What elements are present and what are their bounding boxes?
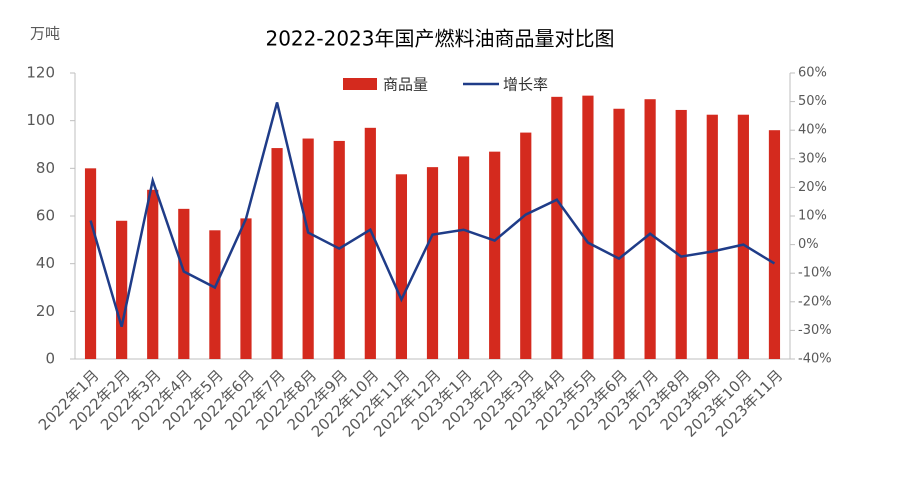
chart-title: 2022-2023年国产燃料油商品量对比图 [265, 27, 614, 51]
bar [209, 230, 221, 359]
y-tick-label: 100 [26, 111, 55, 129]
y2-tick-label: -20% [798, 294, 832, 309]
bar [582, 95, 594, 360]
y-axis-label: 万吨 [30, 25, 60, 43]
bar [768, 130, 781, 359]
y-tick-label: 80 [36, 159, 55, 177]
bar [395, 174, 408, 359]
y2-tick-label: 20% [798, 180, 827, 195]
bar [551, 96, 563, 359]
y2-tick-label: 50% [798, 94, 827, 109]
bar [613, 108, 625, 359]
bar [84, 168, 97, 359]
bar [457, 156, 470, 359]
bar [147, 189, 159, 359]
y2-tick-label: -40% [798, 352, 832, 367]
y-tick-label: 120 [26, 64, 55, 82]
bar [116, 220, 128, 359]
line [89, 102, 776, 328]
y2-tick-label: 40% [798, 123, 827, 138]
y-tick-label: 0 [45, 350, 55, 368]
bar [706, 114, 718, 359]
bar [426, 167, 439, 359]
bar [489, 151, 501, 359]
bar [240, 218, 252, 359]
legend-swatch [343, 78, 377, 90]
bar [364, 127, 376, 359]
bar [675, 109, 687, 359]
y2-tick-label: -10% [798, 266, 832, 281]
legend-label: 商品量 [383, 76, 428, 94]
bar [302, 138, 314, 359]
legend-label: 增长率 [503, 76, 548, 94]
y2-tick-label: 30% [798, 151, 827, 166]
y2-tick-label: 10% [798, 209, 827, 224]
bar [644, 99, 656, 359]
y2-tick-label: 0% [798, 237, 819, 252]
y-tick-label: 40 [36, 254, 55, 272]
y2-tick-label: 60% [798, 66, 827, 81]
bar [520, 132, 532, 359]
bar [737, 114, 749, 359]
y2-tick-label: -30% [798, 323, 832, 338]
bar [271, 148, 283, 359]
y-tick-label: 20 [36, 302, 55, 320]
y-tick-label: 60 [36, 207, 55, 225]
bar [178, 208, 190, 359]
